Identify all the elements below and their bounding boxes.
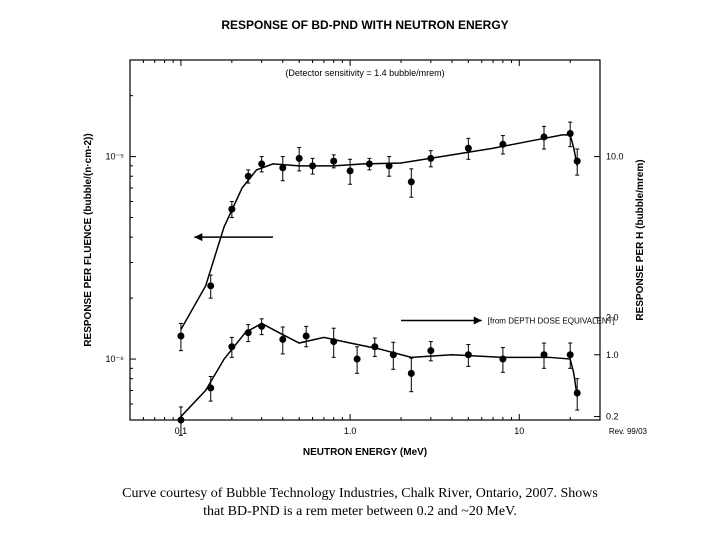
svg-text:1.0: 1.0 [344,426,357,436]
svg-text:Rev. 99/03: Rev. 99/03 [609,427,648,436]
svg-text:10: 10 [514,426,524,436]
page-root: RESPONSE OF BD-PND WITH NEUTRON ENERGY (D… [0,0,720,540]
svg-text:10⁻⁶: 10⁻⁶ [106,354,125,364]
svg-text:[from DEPTH DOSE EQUIVALENT]: [from DEPTH DOSE EQUIVALENT] [488,317,615,326]
caption: Curve courtesy of Bubble Technology Indu… [40,485,680,521]
svg-text:10⁻⁵: 10⁻⁵ [106,152,125,162]
chart-container: RESPONSE OF BD-PND WITH NEUTRON ENERGY (D… [75,15,655,465]
svg-text:1.0: 1.0 [606,350,619,360]
svg-text:(Detector sensitivity = 1.4 bu: (Detector sensitivity = 1.4 bubble/mrem) [285,68,444,78]
svg-text:RESPONSE PER FLUENCE (bubble/: RESPONSE PER FLUENCE (bubble/(n·cm-2)) [83,133,94,346]
svg-text:RESPONSE PER H (bubble/mrem): RESPONSE PER H (bubble/mrem) [635,159,646,320]
caption-line1: Curve courtesy of Bubble Technology Indu… [122,486,598,501]
svg-text:NEUTRON ENERGY (MeV): NEUTRON ENERGY (MeV) [303,447,427,458]
response-chart: RESPONSE OF BD-PND WITH NEUTRON ENERGY (D… [75,15,655,465]
svg-text:0.2: 0.2 [606,412,619,422]
svg-text:10.0: 10.0 [606,152,624,162]
caption-line2: that BD-PND is a rem meter between 0.2 a… [203,504,517,519]
svg-text:RESPONSE OF BD-PND WITH NEUTRO: RESPONSE OF BD-PND WITH NEUTRON ENERGY [221,18,508,32]
